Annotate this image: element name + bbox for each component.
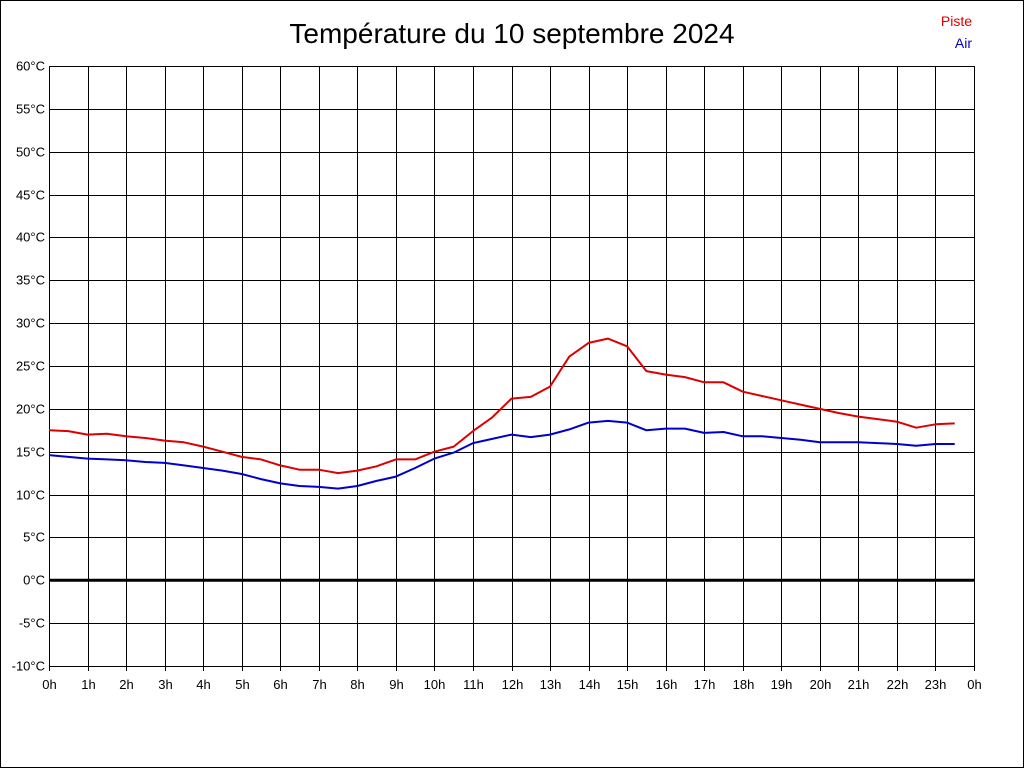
x-tick-label: 8h [350, 677, 364, 692]
y-axis-ticks: -10°C -5°C 0°C 5°C 10°C 15°C 20°C 25°C 30°C 35°C 4… [12, 59, 45, 674]
x-tick-label: 11h [463, 677, 484, 692]
x-tick-label: 17h [694, 677, 716, 692]
chart-title: Température du 10 septembre 2024 [289, 18, 735, 49]
x-tick-label: 14h [579, 677, 601, 692]
y-tick-label: 35°C [16, 273, 45, 288]
x-tick-label: 0h [42, 677, 56, 692]
x-tick-label: 9h [389, 677, 403, 692]
x-tick-label: 16h [656, 677, 678, 692]
y-tick-label: 0°C [23, 573, 45, 588]
x-tick-label: 7h [312, 677, 326, 692]
y-tick-label: -5°C [19, 616, 45, 631]
x-tick-label: 4h [196, 677, 210, 692]
x-tick-label: 1h [81, 677, 95, 692]
y-tick-label: 15°C [16, 445, 45, 460]
x-tick-label: 3h [158, 677, 172, 692]
grid [49, 66, 975, 671]
legend-entry-air: Air [954, 35, 972, 51]
x-tick-label: 21h [848, 677, 870, 692]
y-tick-label: 30°C [16, 316, 45, 331]
x-tick-label: 2h [119, 677, 133, 692]
series-line-piste [48, 337, 955, 475]
legend-entry-piste: Piste [940, 13, 972, 29]
y-tick-label: 60°C [16, 59, 45, 74]
y-tick-label: 40°C [16, 230, 45, 245]
y-tick-label: 45°C [16, 188, 45, 203]
series-lines [48, 337, 955, 490]
x-tick-label: 13h [540, 677, 562, 692]
x-tick-label: 19h [771, 677, 793, 692]
x-tick-label: 0h [967, 677, 981, 692]
x-tick-label: 5h [235, 677, 249, 692]
y-tick-label: -10°C [12, 659, 45, 674]
x-tick-label: 15h [617, 677, 639, 692]
x-tick-label: 22h [887, 677, 909, 692]
x-tick-label: 18h [733, 677, 755, 692]
y-tick-label: 20°C [16, 402, 45, 417]
x-axis-ticks: 0h 1h 2h 3h 4h 5h 6h 7h 8h 9h 10h 11h 12h 13h 14h 15h 16… [42, 677, 981, 692]
y-tick-label: 5°C [23, 530, 45, 545]
x-tick-label: 20h [810, 677, 832, 692]
x-tick-label: 6h [273, 677, 287, 692]
y-tick-label: 50°C [16, 145, 45, 160]
y-tick-label: 25°C [16, 359, 45, 374]
y-tick-label: 55°C [16, 102, 45, 117]
y-tick-label: 10°C [16, 488, 45, 503]
x-tick-label: 12h [502, 677, 524, 692]
x-tick-label: 10h [424, 677, 446, 692]
series-line-air [48, 419, 955, 490]
x-tick-label: 23h [925, 677, 947, 692]
